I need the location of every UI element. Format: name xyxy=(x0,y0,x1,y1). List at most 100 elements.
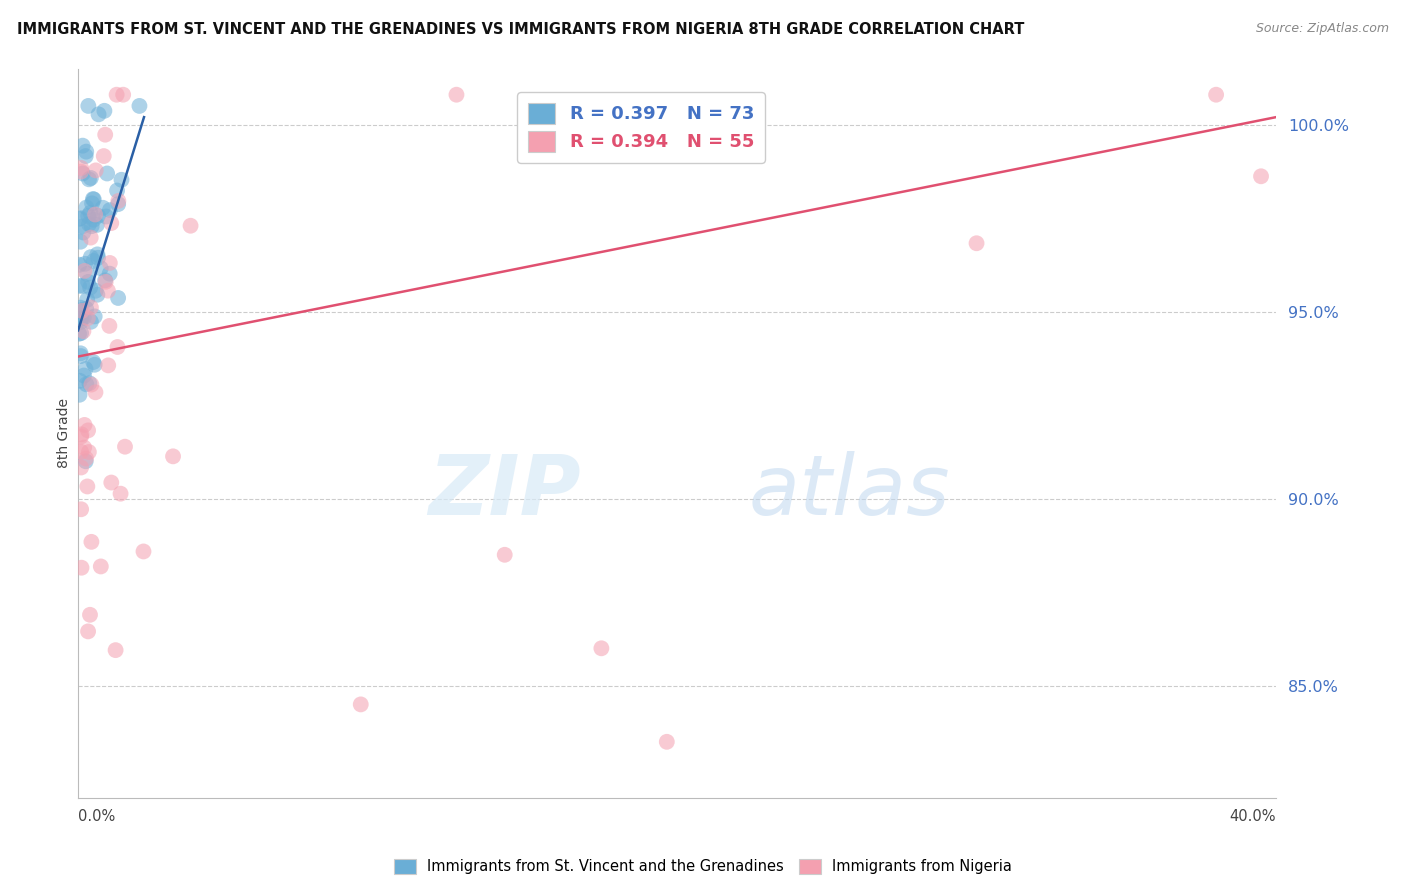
Point xyxy=(80,196,103,211)
Text: 40.0%: 40.0% xyxy=(1229,809,1277,824)
Point xyxy=(70,304,93,318)
Point xyxy=(494,548,516,562)
Point xyxy=(98,267,121,281)
Point xyxy=(100,475,122,490)
Point xyxy=(73,257,96,271)
Point xyxy=(76,267,98,281)
Point xyxy=(104,643,127,657)
Point xyxy=(67,211,90,226)
Point xyxy=(73,264,96,278)
Point xyxy=(90,261,112,276)
Point xyxy=(70,161,93,175)
Legend: Immigrants from St. Vincent and the Grenadines, Immigrants from Nigeria: Immigrants from St. Vincent and the Gren… xyxy=(388,853,1018,880)
Point xyxy=(94,273,117,287)
Point xyxy=(69,211,91,226)
Point xyxy=(91,201,114,215)
Point xyxy=(87,107,110,121)
Point xyxy=(75,145,97,159)
Point xyxy=(86,218,108,232)
Point xyxy=(77,217,100,231)
Point xyxy=(107,197,129,211)
Point xyxy=(86,287,108,301)
Point xyxy=(67,258,90,272)
Point xyxy=(80,301,103,315)
Point xyxy=(73,310,96,325)
Point xyxy=(84,385,107,400)
Point xyxy=(69,301,91,315)
Point xyxy=(83,212,105,227)
Point xyxy=(69,315,91,329)
Point xyxy=(94,275,117,289)
Point xyxy=(87,251,110,265)
Point xyxy=(79,280,101,294)
Point xyxy=(80,171,103,186)
Point xyxy=(75,301,97,316)
Point xyxy=(80,315,103,329)
Point xyxy=(75,362,97,376)
Point xyxy=(69,346,91,360)
Point xyxy=(69,235,91,249)
Point xyxy=(70,429,93,443)
Point xyxy=(72,226,94,240)
Point xyxy=(72,278,94,293)
Point xyxy=(100,216,122,230)
Point xyxy=(82,192,104,206)
Point xyxy=(655,735,678,749)
Y-axis label: 8th Grade: 8th Grade xyxy=(58,398,72,468)
Point xyxy=(98,318,121,333)
Legend: R = 0.397   N = 73, R = 0.394   N = 55: R = 0.397 N = 73, R = 0.394 N = 55 xyxy=(517,92,765,162)
Point xyxy=(97,359,120,373)
Point xyxy=(83,358,105,372)
Point xyxy=(70,560,93,574)
Point xyxy=(72,138,94,153)
Point xyxy=(73,368,96,383)
Point xyxy=(67,326,90,341)
Point xyxy=(105,184,128,198)
Point xyxy=(69,388,91,402)
Point xyxy=(132,544,155,558)
Point xyxy=(96,210,118,224)
Point xyxy=(77,172,100,186)
Point xyxy=(97,284,120,298)
Point xyxy=(446,87,468,102)
Point xyxy=(82,355,104,369)
Point xyxy=(180,219,202,233)
Point xyxy=(73,441,96,455)
Point xyxy=(72,219,94,234)
Point xyxy=(79,206,101,220)
Point xyxy=(80,219,103,234)
Point xyxy=(84,284,107,298)
Point xyxy=(80,230,103,244)
Point xyxy=(76,479,98,493)
Point xyxy=(84,163,107,178)
Point xyxy=(591,641,613,656)
Point xyxy=(75,377,97,392)
Point xyxy=(80,377,103,392)
Text: ZIP: ZIP xyxy=(429,451,581,532)
Point xyxy=(107,340,129,354)
Point xyxy=(75,454,97,468)
Point xyxy=(114,440,136,454)
Point xyxy=(90,559,112,574)
Point xyxy=(70,349,93,363)
Text: Source: ZipAtlas.com: Source: ZipAtlas.com xyxy=(1256,22,1389,36)
Point xyxy=(77,275,100,289)
Point xyxy=(83,193,105,207)
Point xyxy=(76,311,98,326)
Point xyxy=(70,326,93,340)
Point xyxy=(76,293,98,307)
Point xyxy=(1205,87,1227,102)
Point xyxy=(162,450,184,464)
Text: 0.0%: 0.0% xyxy=(79,809,115,824)
Text: IMMIGRANTS FROM ST. VINCENT AND THE GRENADINES VS IMMIGRANTS FROM NIGERIA 8TH GR: IMMIGRANTS FROM ST. VINCENT AND THE GREN… xyxy=(17,22,1024,37)
Point xyxy=(70,427,93,442)
Point xyxy=(75,201,97,215)
Point xyxy=(67,303,90,318)
Point xyxy=(72,324,94,338)
Point xyxy=(96,166,118,180)
Point xyxy=(966,236,988,251)
Point xyxy=(112,87,135,102)
Point xyxy=(128,99,150,113)
Point xyxy=(98,203,121,218)
Point xyxy=(69,374,91,388)
